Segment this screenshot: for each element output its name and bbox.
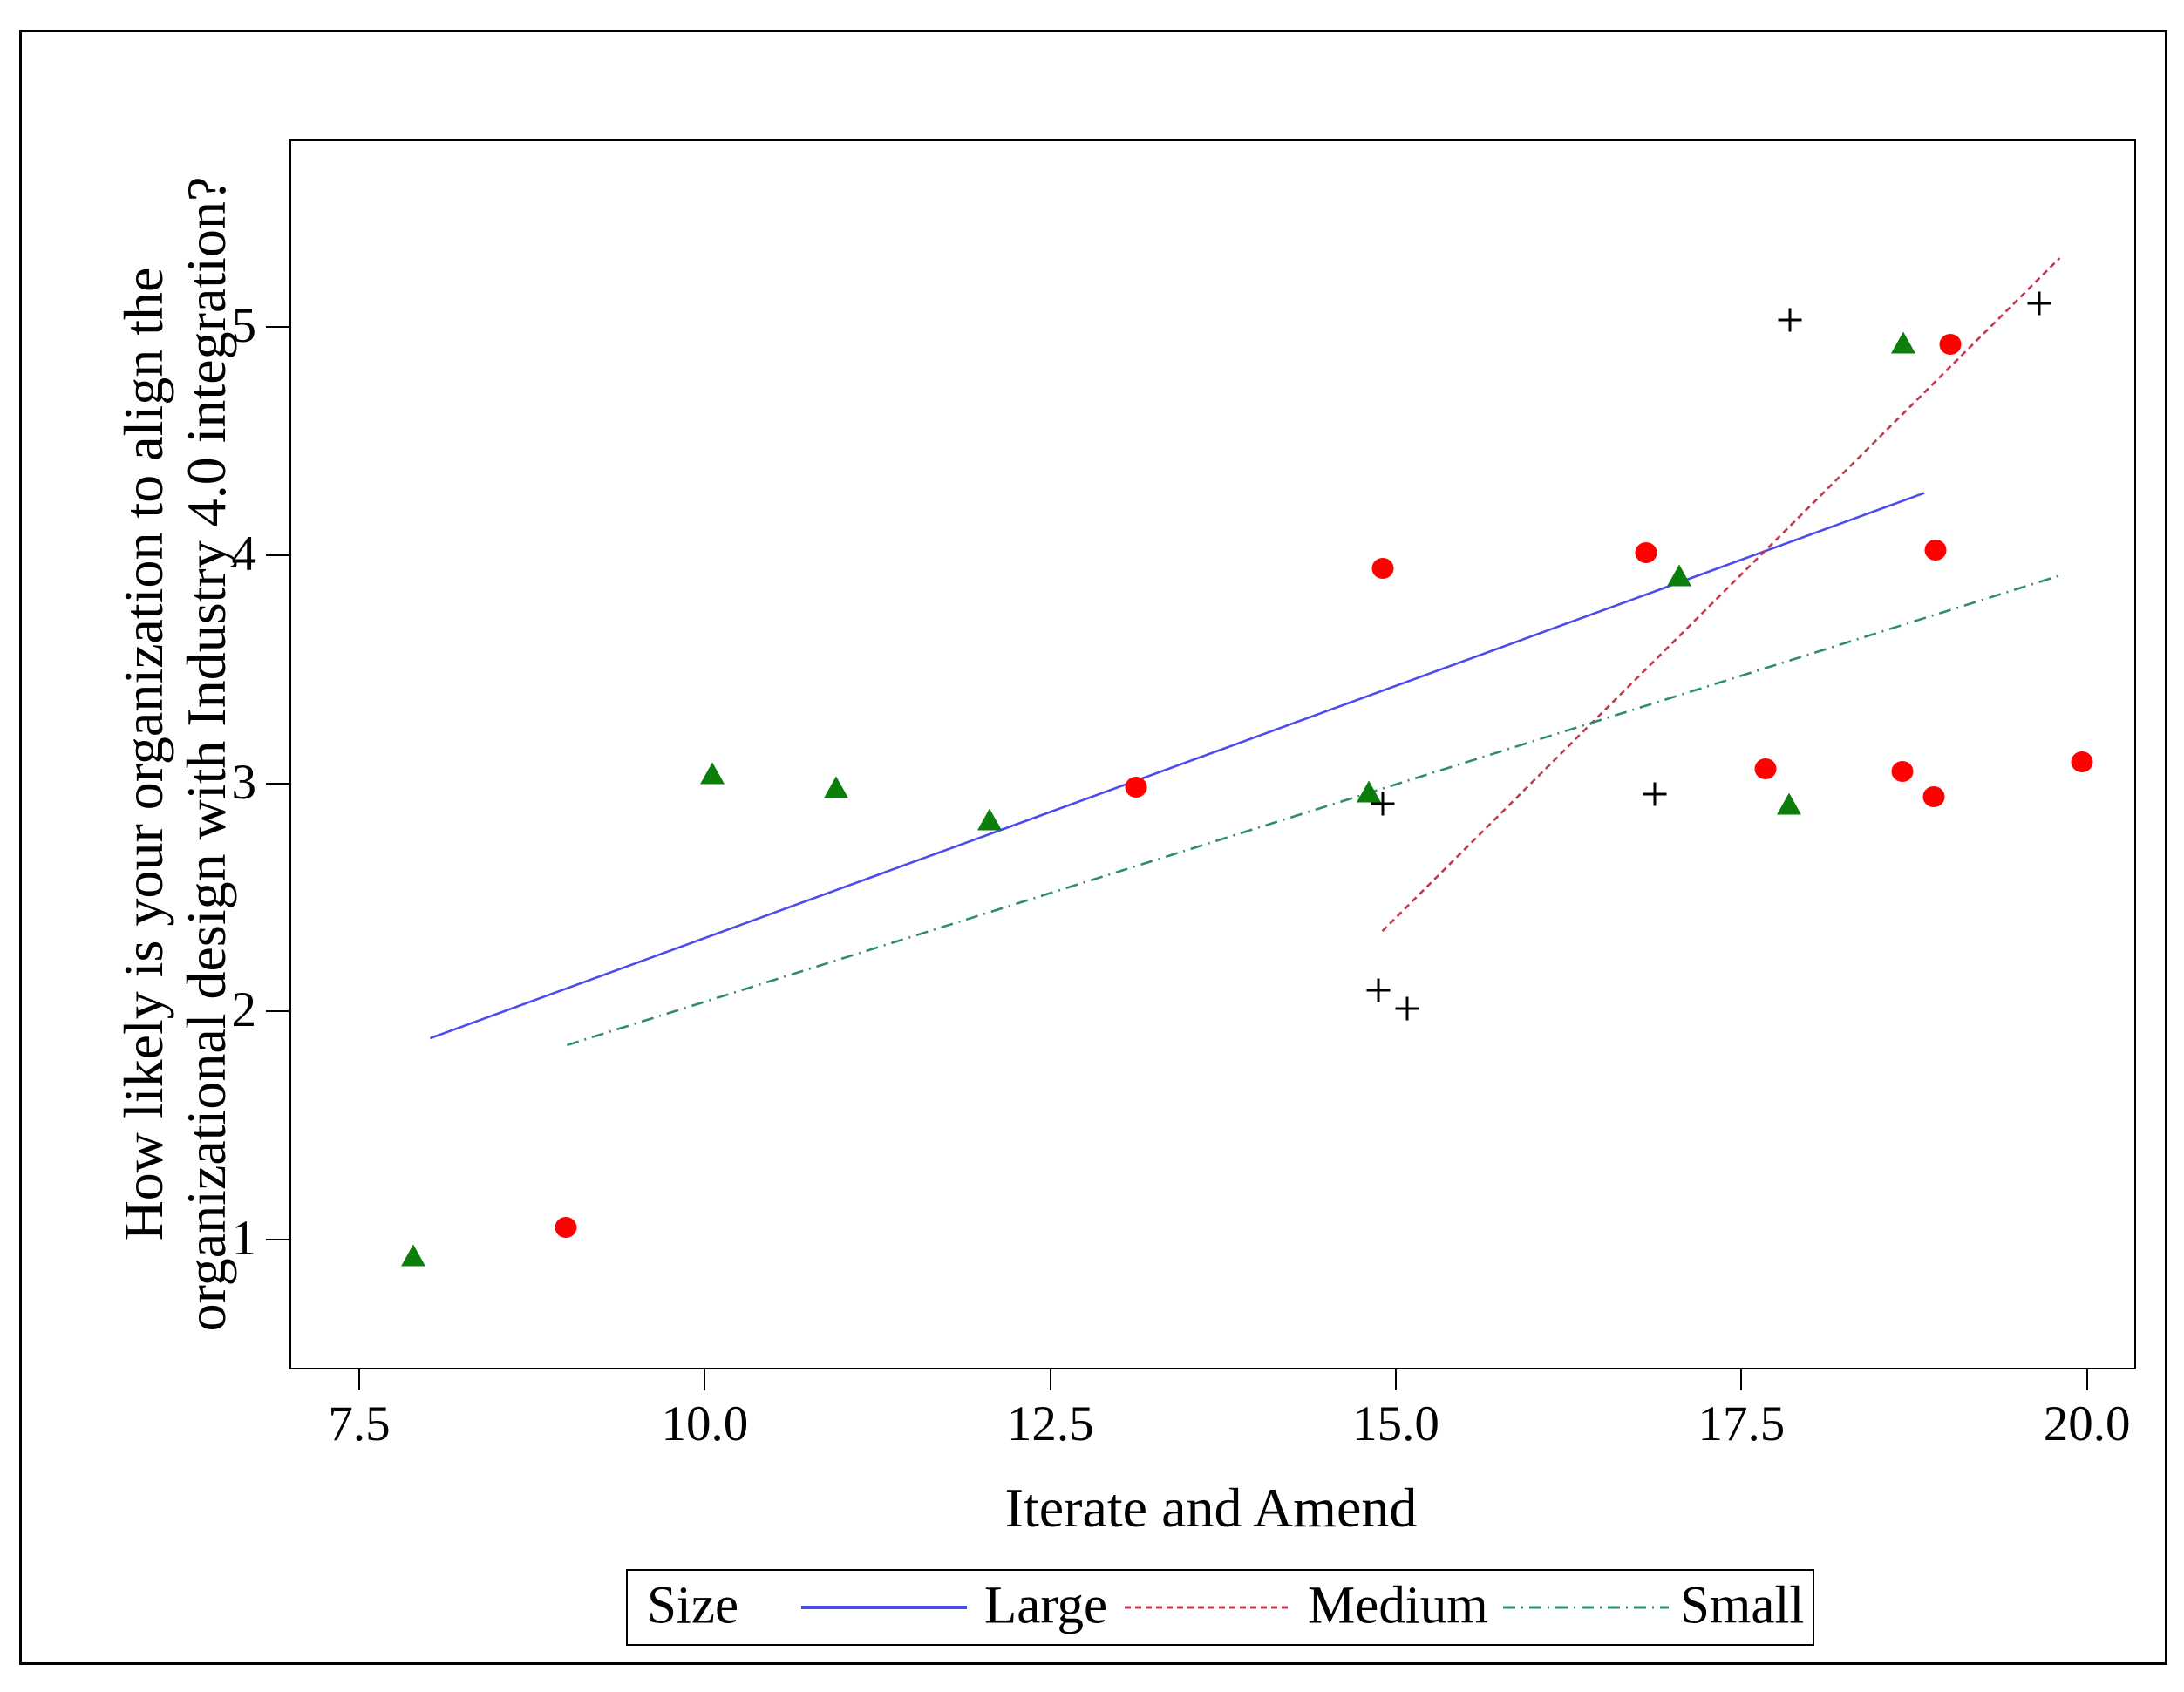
x-tick-mark xyxy=(358,1368,361,1390)
fit-lines-layer xyxy=(429,257,2062,1047)
scatter-point-circle xyxy=(1125,777,1147,798)
legend-label-large: Large xyxy=(984,1576,1108,1635)
legend-line-large xyxy=(801,1606,967,1609)
x-axis-title: Iterate and Amend xyxy=(1004,1477,1418,1539)
legend-line-small xyxy=(1503,1606,1669,1609)
x-tick-label: 7.5 xyxy=(328,1396,391,1451)
x-tick-mark xyxy=(704,1368,706,1390)
legend-title: Size xyxy=(647,1576,739,1635)
y-tick-label: 5 xyxy=(231,298,257,354)
x-tick-label: 20.0 xyxy=(2043,1396,2131,1451)
y-tick-label: 1 xyxy=(231,1211,257,1266)
legend: Size Large Medium Small xyxy=(626,1569,1814,1646)
legend-swatch-small xyxy=(1503,1606,1669,1610)
legend-label-small: Small xyxy=(1680,1576,1805,1635)
x-tick-mark xyxy=(1049,1368,1051,1390)
x-tick-label: 12.5 xyxy=(1006,1396,1094,1451)
y-tick-mark xyxy=(266,1010,289,1013)
legend-swatch-medium xyxy=(1125,1606,1290,1610)
scatter-point-triangle xyxy=(699,762,725,785)
plus-vbar xyxy=(1653,782,1657,806)
plus-vbar xyxy=(1377,978,1380,1002)
x-tick-label: 17.5 xyxy=(1698,1396,1786,1451)
fit-line-large xyxy=(429,492,1925,1040)
y-axis-title-line1: How likely is your organization to align… xyxy=(112,267,174,1241)
plus-vbar xyxy=(2038,291,2041,316)
scatter-point-circle xyxy=(1635,541,1657,563)
scatter-point-triangle xyxy=(1356,780,1381,803)
x-tick-label: 10.0 xyxy=(661,1396,749,1451)
scatter-point-plus xyxy=(2027,291,2051,316)
x-tick-label: 15.0 xyxy=(1352,1396,1439,1451)
scatter-point-circle xyxy=(1371,557,1394,579)
scatter-point-circle xyxy=(1922,785,1945,807)
y-tick-mark xyxy=(266,1239,289,1240)
y-axis-title: How likely is your organization to align… xyxy=(112,57,240,1451)
y-tick-label: 3 xyxy=(231,754,257,810)
scatter-point-triangle xyxy=(1667,564,1692,587)
scatter-point-triangle xyxy=(1891,331,1916,354)
x-tick-mark xyxy=(2085,1368,2088,1390)
scatter-point-triangle xyxy=(1776,792,1801,814)
fit-line-medium xyxy=(1381,257,2061,932)
scatter-point-plus xyxy=(1395,996,1419,1021)
legend-swatch-large xyxy=(801,1606,967,1610)
scatter-point-circle xyxy=(555,1217,577,1239)
scatter-point-circle xyxy=(1939,334,1962,356)
scatter-point-circle xyxy=(1754,758,1777,780)
x-tick-mark xyxy=(1395,1368,1398,1390)
y-tick-mark xyxy=(266,554,289,556)
x-tick-mark xyxy=(1740,1368,1743,1390)
y-tick-label: 2 xyxy=(231,982,257,1038)
plus-vbar xyxy=(1788,308,1792,332)
legend-label-medium: Medium xyxy=(1308,1576,1488,1635)
plot-area xyxy=(289,139,2136,1369)
legend-line-medium xyxy=(1125,1606,1290,1609)
plus-vbar xyxy=(1381,792,1385,815)
scatter-point-plus xyxy=(1371,792,1395,815)
scatter-point-circle xyxy=(2071,751,2093,773)
y-tick-label: 4 xyxy=(231,526,257,581)
scatter-point-triangle xyxy=(401,1244,426,1267)
y-axis-title-line2: organizational design with Industry 4.0 … xyxy=(175,176,237,1332)
scatter-point-plus xyxy=(1366,978,1391,1002)
scatter-point-circle xyxy=(1891,760,1914,782)
scatter-point-triangle xyxy=(824,776,849,798)
fit-line-small xyxy=(566,574,2062,1047)
y-tick-mark xyxy=(266,782,289,785)
scatter-point-plus xyxy=(1778,308,1802,332)
scatter-point-plus xyxy=(1643,782,1667,806)
y-tick-mark xyxy=(266,326,289,329)
plus-vbar xyxy=(1405,996,1409,1021)
scatter-point-triangle xyxy=(977,808,1003,831)
scatter-point-circle xyxy=(1924,540,1947,561)
